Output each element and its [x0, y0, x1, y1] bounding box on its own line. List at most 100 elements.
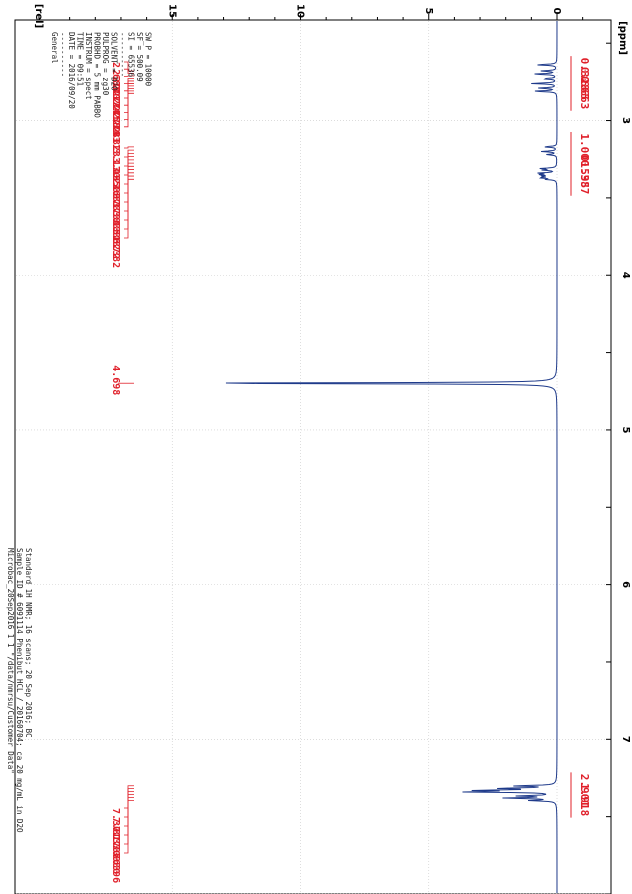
- peak-label-group: 2.724: [110, 84, 121, 114]
- peak-label: 3.343: [110, 202, 121, 232]
- peak-label-connector: [124, 92, 134, 128]
- integral-value: 2.901: [578, 774, 591, 807]
- peak-label-connector: [124, 800, 134, 854]
- peak-labels: 2.6832.7002.7172.7242.7412.7582.7742.793…: [110, 61, 134, 883]
- peak-label-group: 2.823: [110, 127, 121, 157]
- peak-label: 7.396: [110, 853, 121, 883]
- parameter-line-group: PULPROG = zg30: [101, 32, 110, 96]
- parameter-line: PROBHD = 5 mm PABBO: [93, 32, 102, 118]
- ppm-tick-label-group: 7: [620, 736, 631, 743]
- peak-label-connector: [124, 68, 134, 74]
- peak-label-connector: [124, 178, 134, 239]
- peak-label: 7.330: [110, 826, 121, 856]
- integral-value: 0.665: [578, 67, 591, 100]
- parameter-line: ----------: [59, 32, 68, 77]
- peak-label: 3.317: [110, 184, 121, 214]
- sample-info-line-group: Standard 1H NMR; 16 scans; 20 Sep 2016; …: [24, 548, 33, 738]
- ppm-tick-label-group: 3: [620, 117, 631, 124]
- parameter-line: DATE = 2016/09/20: [67, 32, 76, 109]
- parameter-line-group: ----------: [118, 32, 127, 77]
- ppm-axis: 3 4 5 6 7: [606, 42, 631, 894]
- integral-label-group: 0.663: [578, 76, 591, 109]
- ppm-tick-label: 3: [620, 117, 631, 124]
- parameter-line: ----------: [118, 32, 127, 77]
- peak-label-group: 2.700: [110, 69, 121, 99]
- peak-label: 3.338: [110, 193, 121, 223]
- integral-label-group: 0.665: [578, 67, 591, 100]
- peak-label-connector: [124, 61, 134, 72]
- peak-label: 2.811: [110, 120, 121, 150]
- acquisition-parameters: General ---------- DATE = 2016/09/20 TIME =…: [50, 32, 153, 118]
- peak-label: 2.700: [110, 69, 121, 99]
- intensity-tick-label-group: 15: [166, 4, 177, 18]
- parameter-line-group: SF = 500.09: [135, 32, 144, 82]
- plot-frame: [14, 19, 612, 894]
- peak-label-group: 2.717: [110, 76, 121, 106]
- peak-label-group: 2.811: [110, 120, 121, 150]
- peak-label-group: 7.330: [110, 826, 121, 856]
- peak-label: 3.372: [110, 229, 121, 259]
- integral-value: 1.918: [578, 783, 591, 816]
- peak-label-group: 2.683: [110, 62, 121, 92]
- peak-label-group: 7.366: [110, 835, 121, 865]
- peak-label: 3.351: [110, 211, 121, 241]
- ppm-tick-label: 5: [620, 426, 631, 433]
- ppm-tick-label: 6: [620, 581, 631, 588]
- peak-label-group: 2.793: [110, 112, 121, 142]
- peak-label: 2.793: [110, 112, 121, 142]
- parameter-line-group: DATE = 2016/09/20: [67, 32, 76, 109]
- parameter-line: PULPROG = zg30: [101, 32, 110, 96]
- ppm-unit-label-group: [ppm]: [617, 21, 628, 55]
- sample-info-line: Microbac_20Sep2016 1 1 "/data/nmrsu/Cust…: [6, 548, 15, 774]
- peak-label-group: 7.396: [110, 853, 121, 883]
- sample-info-line: Sample ID # 6091114 Phenibut HCL / 20160…: [15, 548, 24, 833]
- integral-value: 1.387: [578, 161, 591, 194]
- integral-value: 1.000: [578, 133, 591, 166]
- integral-label-group: 1.387: [578, 161, 591, 194]
- intensity-tick-label: 5: [423, 8, 434, 15]
- ppm-unit-label: [ppm]: [617, 21, 628, 55]
- parameter-line-group: SW_P = 10000: [144, 32, 153, 87]
- peak-label: 2.758: [110, 98, 121, 128]
- intensity-tick-label-group: 10: [295, 4, 306, 18]
- peak-label: 7.301: [110, 808, 121, 838]
- peak-label: 2.683: [110, 62, 121, 92]
- integral-value: 0.663: [578, 76, 591, 109]
- integral-label-group: 2.901: [578, 774, 591, 807]
- integral-label-group: 1.000: [578, 133, 591, 166]
- peak-label-group: 2.774: [110, 105, 121, 135]
- parameter-line-group: ----------: [59, 32, 68, 77]
- peak-label-group: 7.380: [110, 844, 121, 874]
- peak-label-group: 3.317: [110, 184, 121, 214]
- peak-label-group: 7.301: [110, 808, 121, 838]
- parameter-line-group: SI = 65536: [127, 32, 136, 78]
- ppm-tick-label: 4: [620, 272, 631, 279]
- intensity-tick-label-group: 0: [551, 8, 562, 15]
- parameter-line-group: TIME = 09:51: [76, 32, 85, 86]
- ppm-tick-label: 7: [620, 736, 631, 743]
- parameter-line: General: [50, 32, 59, 64]
- parameter-line: INSTRUM = spect: [84, 32, 93, 100]
- peak-label: 3.362: [110, 220, 121, 250]
- spectrum-trace: [225, 21, 558, 893]
- peak-label: 2.724: [110, 84, 121, 114]
- peak-label: 3.307: [110, 175, 121, 205]
- intensity-tick-label: 10: [295, 4, 306, 18]
- peak-label-group: 7.317: [110, 817, 121, 847]
- peak-label: 7.380: [110, 844, 121, 874]
- peak-label-group: 3.307: [110, 175, 121, 205]
- sample-info: Microbac_20Sep2016 1 1 "/data/nmrsu/Cust…: [6, 548, 33, 833]
- rel-unit-label: [rel]: [33, 4, 44, 28]
- peak-label-group: 3.195: [110, 157, 121, 187]
- integral-label-group: 1.918: [578, 783, 591, 816]
- integral-value: 0.328: [578, 58, 591, 91]
- peak-label: 7.317: [110, 817, 121, 847]
- peak-label: 2.823: [110, 127, 121, 157]
- intensity-tick-label: 15: [166, 4, 177, 18]
- peak-label-group: 3.338: [110, 193, 121, 223]
- peak-label: 7.366: [110, 835, 121, 865]
- peak-label-group: 2.741: [110, 91, 121, 121]
